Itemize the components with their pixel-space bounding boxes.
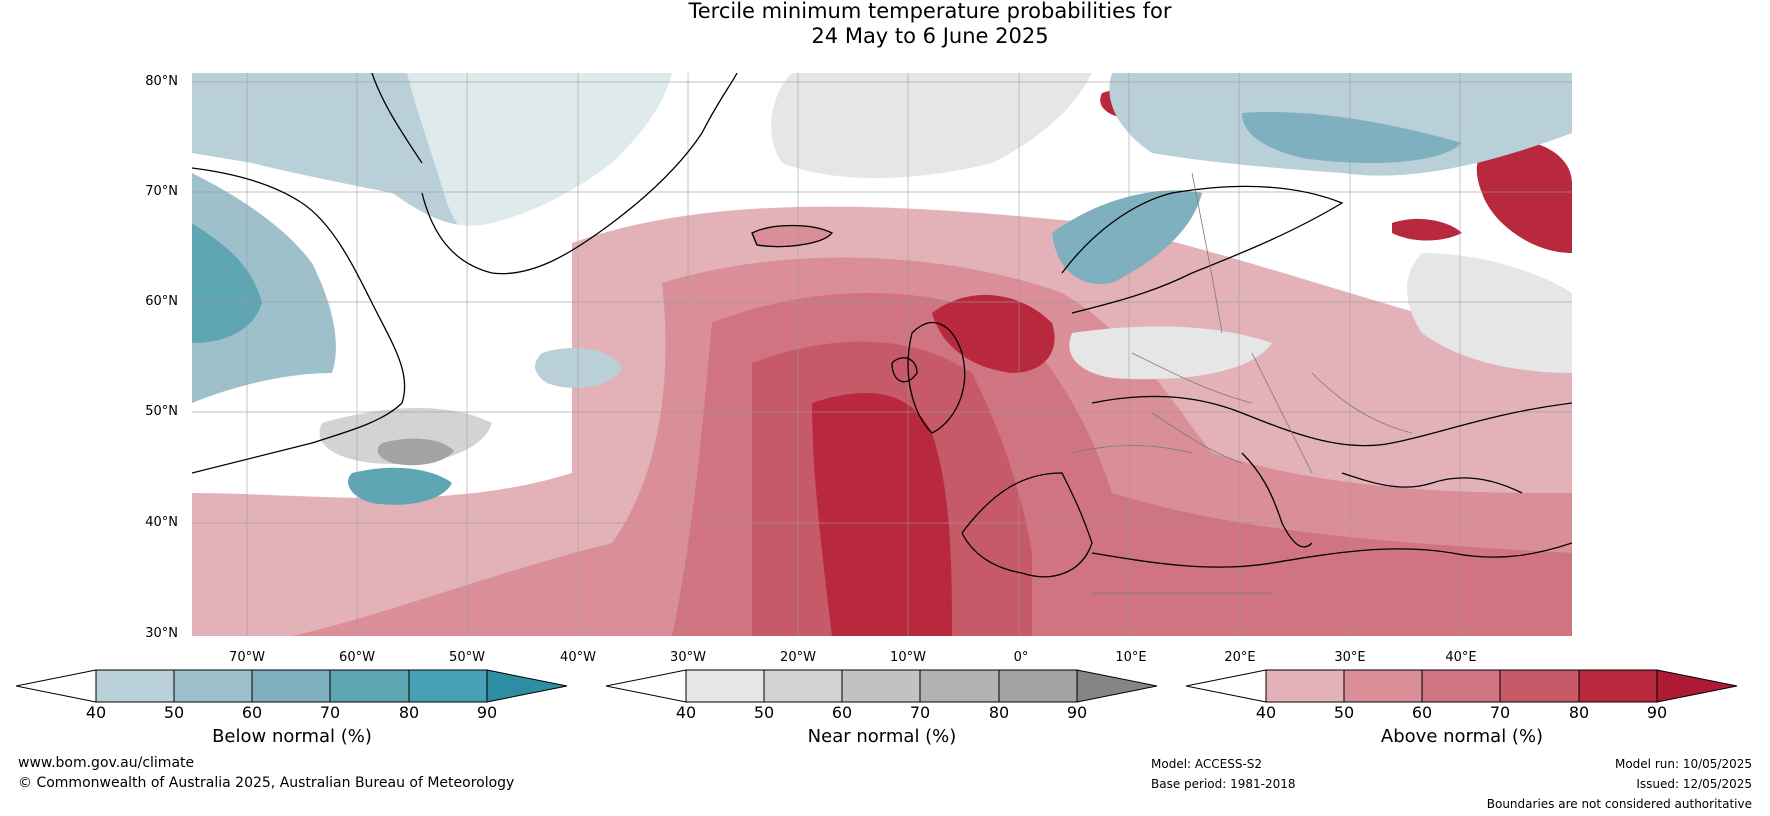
near-normal-swatch — [919, 669, 1000, 703]
lon-label: 40°E — [1445, 650, 1477, 665]
below-normal-swatch — [251, 669, 331, 703]
below-normal-label: Below normal (%) — [212, 726, 372, 747]
lon-label: 10°E — [1115, 650, 1147, 665]
lat-label: 70°N — [145, 184, 178, 199]
colorbar-tick: 50 — [753, 703, 775, 722]
colorbar-tick: 50 — [1333, 703, 1355, 722]
near-normal-colorbar — [606, 669, 1158, 703]
colorbar-tick: 60 — [241, 703, 263, 722]
near-normal-label: Near normal (%) — [807, 726, 957, 747]
colorbar-tick: 90 — [476, 703, 498, 722]
lon-label: 50°W — [449, 650, 485, 665]
lon-label: 30°E — [1334, 650, 1366, 665]
colorbar-tick: 50 — [163, 703, 185, 722]
colorbar-tick: 70 — [909, 703, 931, 722]
title-line-1: Tercile minimum temperature probabilitie… — [688, 0, 1172, 23]
near-normal-swatch — [1076, 669, 1158, 703]
above-normal-label: Above normal (%) — [1380, 726, 1544, 747]
lon-label: 20°E — [1224, 650, 1256, 665]
near-normal-swatch — [841, 669, 921, 703]
above-normal-swatch — [1499, 669, 1580, 703]
above-normal-swatch — [1265, 669, 1345, 703]
lon-label: 40°W — [560, 650, 596, 665]
colorbar-tick: 40 — [85, 703, 107, 722]
map-canvas — [192, 73, 1572, 636]
lon-label: 60°W — [339, 650, 375, 665]
colorbar-tick: 80 — [1568, 703, 1590, 722]
base-period: Base period: 1981-2018 — [1151, 777, 1296, 791]
below-normal-swatch — [95, 669, 175, 703]
below-normal-swatch — [329, 669, 410, 703]
probability-map — [192, 73, 1572, 636]
map-title: Tercile minimum temperature probabilitie… — [0, 0, 1770, 49]
above-normal-swatch — [1343, 669, 1423, 703]
lon-label: 20°W — [780, 650, 816, 665]
lat-label: 50°N — [145, 404, 178, 419]
below-normal-swatch — [408, 669, 488, 703]
colorbar-tick: 80 — [398, 703, 420, 722]
model-run-date: Model run: 10/05/2025 — [1614, 757, 1752, 771]
colorbar-tick: 90 — [1646, 703, 1668, 722]
issued-date: Issued: 12/05/2025 — [1636, 777, 1752, 791]
colorbar-tick: 80 — [988, 703, 1010, 722]
lat-label: 60°N — [145, 294, 178, 309]
below-normal-swatch — [173, 669, 253, 703]
above-normal-swatch — [1186, 669, 1267, 703]
colorbar-tick: 60 — [831, 703, 853, 722]
lon-label: 0° — [1013, 650, 1029, 665]
lon-label: 70°W — [229, 650, 265, 665]
above-normal-swatch — [1421, 669, 1501, 703]
colorbar-tick: 70 — [319, 703, 341, 722]
model-info: Model: ACCESS-S2 — [1151, 757, 1263, 771]
lat-label: 80°N — [145, 74, 178, 89]
copyright-text: © Commonwealth of Australia 2025, Austra… — [18, 775, 515, 791]
boundaries-disclaimer: Boundaries are not considered authoritat… — [1486, 797, 1752, 811]
lat-label: 40°N — [145, 515, 178, 530]
near-normal-swatch — [763, 669, 843, 703]
website-link[interactable]: www.bom.gov.au/climate — [18, 755, 195, 771]
colorbar-tick: 40 — [675, 703, 697, 722]
below-normal-colorbar — [16, 669, 568, 703]
near-normal-swatch — [685, 669, 765, 703]
lon-label: 10°W — [890, 650, 926, 665]
below-normal-swatch — [16, 669, 97, 703]
colorbar-tick: 60 — [1411, 703, 1433, 722]
above-normal-colorbar — [1186, 669, 1738, 703]
above-normal-swatch — [1578, 669, 1658, 703]
colorbar-tick: 70 — [1489, 703, 1511, 722]
lon-label: 30°W — [670, 650, 706, 665]
below-normal-swatch — [486, 669, 568, 703]
near-normal-swatch — [998, 669, 1078, 703]
colorbar-tick: 40 — [1255, 703, 1277, 722]
colorbar-tick: 90 — [1066, 703, 1088, 722]
near-normal-swatch — [606, 669, 687, 703]
lat-label: 30°N — [145, 626, 178, 641]
above-normal-swatch — [1656, 669, 1738, 703]
title-line-2: 24 May to 6 June 2025 — [811, 24, 1049, 48]
